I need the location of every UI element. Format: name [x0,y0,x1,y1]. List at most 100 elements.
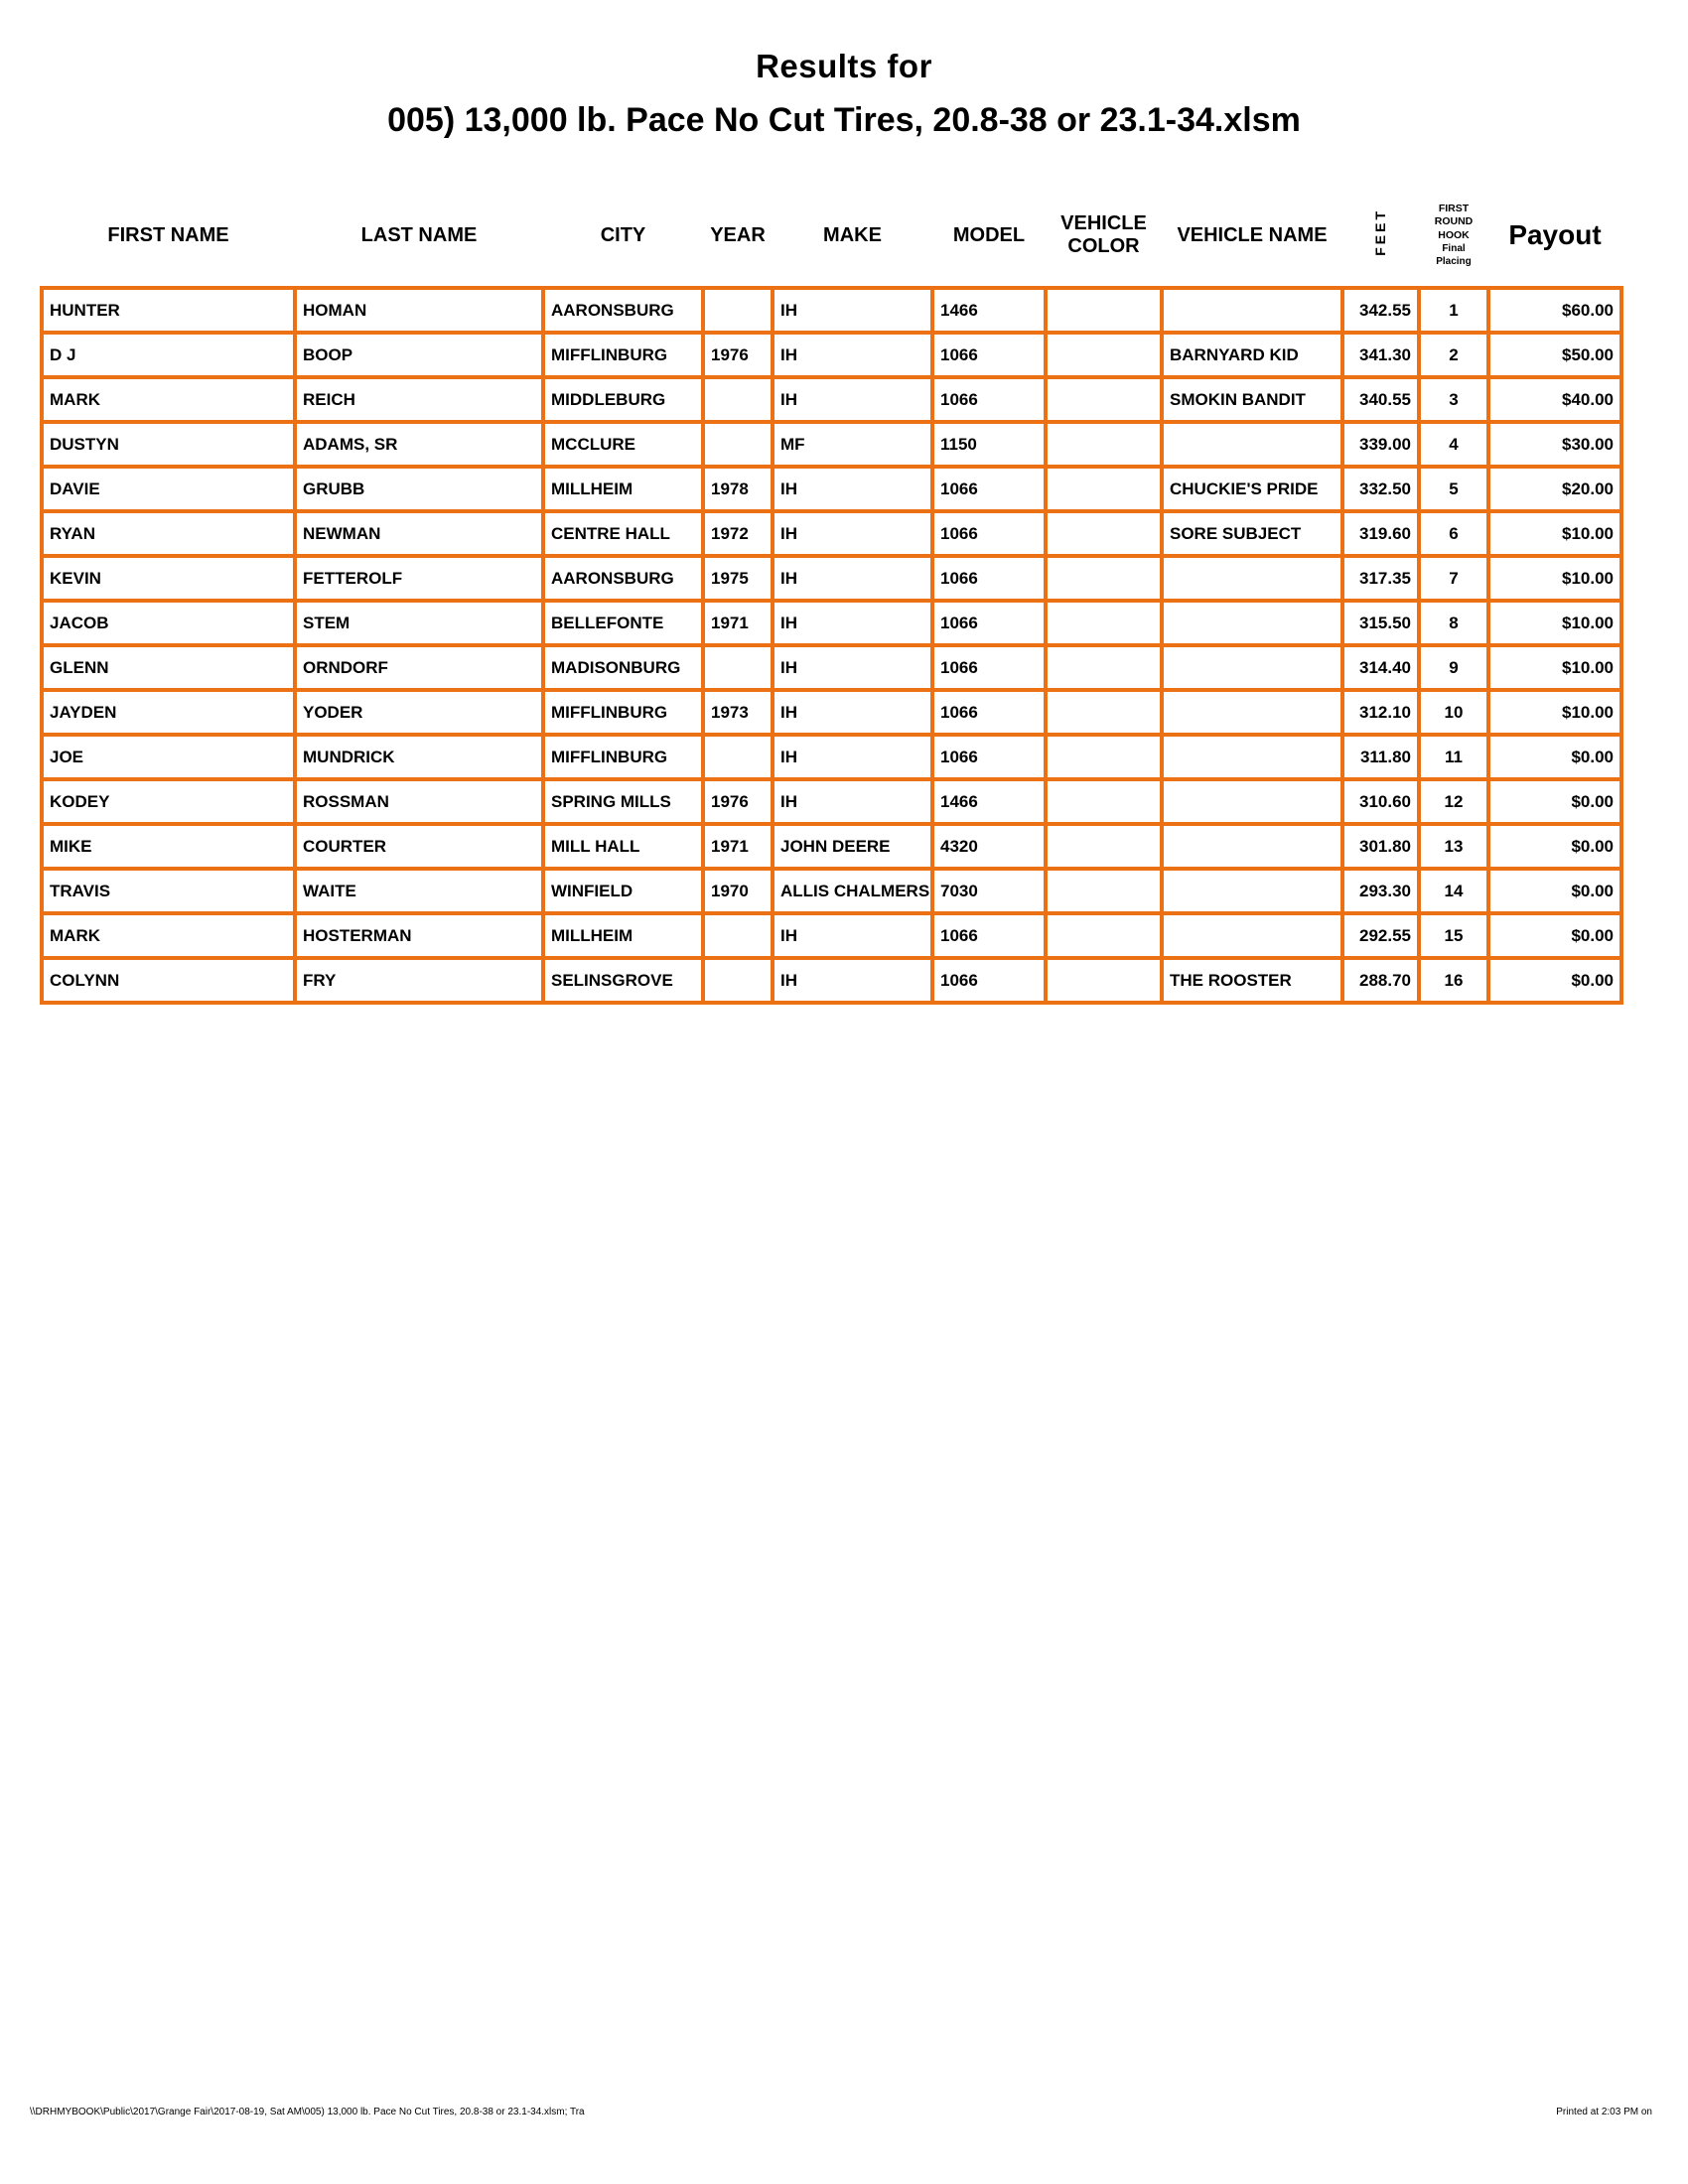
cell-vehicle-color [1044,331,1164,379]
table-row: DAVIE GRUBB MILLHEIM 1978 IH 1066 CHUCKIE'S PR… [40,465,1623,513]
cell-payout: $30.00 [1486,420,1623,469]
cell-feet: 319.60 [1340,509,1421,558]
cell-vehicle-color [1044,554,1164,603]
cell-first-name: MIKE [40,822,297,871]
cell-city: MIFFLINBURG [541,331,705,379]
cell-vehicle-color [1044,420,1164,469]
cell-make: IH [771,733,934,781]
cell-year [701,643,774,692]
cell-payout: $10.00 [1486,599,1623,647]
cell-payout: $10.00 [1486,643,1623,692]
cell-last-name: YODER [293,688,545,737]
cell-first-name: D J [40,331,297,379]
col-header-first-round-hook-placing: FIRST ROUND HOOK Final Placing [1419,189,1488,288]
cell-first-name: KEVIN [40,554,297,603]
cell-last-name: COURTER [293,822,545,871]
cell-last-name: STEM [293,599,545,647]
cell-make: IH [771,911,934,960]
cell-year: 1978 [701,465,774,513]
cell-payout: $50.00 [1486,331,1623,379]
page-subtitle-filename: 005) 13,000 lb. Pace No Cut Tires, 20.8-… [387,101,1301,139]
cell-make: IH [771,777,934,826]
cell-first-name: DUSTYN [40,420,297,469]
cell-vehicle-name: SORE SUBJECT [1160,509,1344,558]
cell-last-name: MUNDRICK [293,733,545,781]
col-header-vehicle-color: VEHICLE COLOR [1046,189,1162,288]
vehicle-color-line-2: COLOR [1067,235,1140,257]
cell-payout: $10.00 [1486,688,1623,737]
table-row: JOE MUNDRICK MIFFLINBURG IH 1066 311.80 11 $0.0… [40,733,1623,781]
cell-last-name: NEWMAN [293,509,545,558]
cell-last-name: GRUBB [293,465,545,513]
cell-payout: $0.00 [1486,733,1623,781]
cell-first-name: MARK [40,375,297,424]
hook-header-line-3: HOOK [1438,228,1470,241]
cell-vehicle-name [1160,733,1344,781]
cell-city: MADISONBURG [541,643,705,692]
cell-year: 1971 [701,822,774,871]
footer-file-path: \\DRHMYBOOK\Public\2017\Grange Fair\2017… [30,2107,585,2117]
cell-last-name: REICH [293,375,545,424]
cell-city: MILLHEIM [541,911,705,960]
table-row: D J BOOP MIFFLINBURG 1976 IH 1066 BARNYARD KID… [40,331,1623,379]
cell-feet: 312.10 [1340,688,1421,737]
col-header-year: YEAR [710,223,766,246]
cell-first-name: MARK [40,911,297,960]
cell-make: IH [771,956,934,1005]
cell-feet: 341.30 [1340,331,1421,379]
footer-printed-timestamp: Printed at 2:03 PM on [1556,2107,1652,2117]
cell-year [701,286,774,335]
cell-last-name: FRY [293,956,545,1005]
cell-vehicle-color [1044,599,1164,647]
cell-vehicle-color [1044,465,1164,513]
cell-vehicle-color [1044,509,1164,558]
cell-make: ALLIS CHALMERS [771,867,934,915]
cell-last-name: BOOP [293,331,545,379]
cell-placing: 6 [1417,509,1490,558]
cell-model: 1066 [930,643,1048,692]
cell-first-name: JACOB [40,599,297,647]
cell-last-name: ADAMS, SR [293,420,545,469]
table-row: DUSTYN ADAMS, SR MCCLURE MF 1150 339.00 4 $30.0… [40,420,1623,469]
hook-header-line-5: Placing [1436,256,1472,268]
cell-placing: 14 [1417,867,1490,915]
cell-make: IH [771,375,934,424]
cell-placing: 4 [1417,420,1490,469]
cell-first-name: RYAN [40,509,297,558]
cell-feet: 301.80 [1340,822,1421,871]
cell-vehicle-color [1044,777,1164,826]
cell-model: 1466 [930,777,1048,826]
cell-feet: 315.50 [1340,599,1421,647]
table-row: TRAVIS WAITE WINFIELD 1970 ALLIS CHALMERS 703… [40,867,1623,915]
cell-year [701,733,774,781]
cell-make: IH [771,509,934,558]
cell-city: MILL HALL [541,822,705,871]
cell-model: 7030 [930,867,1048,915]
cell-city: WINFIELD [541,867,705,915]
cell-model: 1066 [930,956,1048,1005]
cell-make: JOHN DEERE [771,822,934,871]
cell-placing: 16 [1417,956,1490,1005]
cell-vehicle-name: THE ROOSTER [1160,956,1344,1005]
cell-payout: $0.00 [1486,822,1623,871]
cell-make: IH [771,688,934,737]
table-row: MARK HOSTERMAN MILLHEIM IH 1066 292.55 15 $0.00 [40,911,1623,960]
cell-last-name: HOMAN [293,286,545,335]
cell-model: 1066 [930,465,1048,513]
cell-vehicle-name [1160,867,1344,915]
cell-model: 1066 [930,911,1048,960]
cell-first-name: HUNTER [40,286,297,335]
cell-placing: 9 [1417,643,1490,692]
cell-feet: 310.60 [1340,777,1421,826]
table-row: MIKE COURTER MILL HALL 1971 JOHN DEERE 4320 30… [40,822,1623,871]
cell-vehicle-name [1160,643,1344,692]
cell-feet: 311.80 [1340,733,1421,781]
cell-feet: 339.00 [1340,420,1421,469]
col-header-model: MODEL [952,223,1026,246]
cell-year [701,956,774,1005]
table-row: JACOB STEM BELLEFONTE 1971 IH 1066 315.50 8 $10.… [40,599,1623,647]
cell-feet: 340.55 [1340,375,1421,424]
cell-city: CENTRE HALL [541,509,705,558]
vehicle-color-line-1: VEHICLE [1060,212,1147,234]
results-table-body: HUNTER HOMAN AARONSBURG IH 1466 342.55 1 $60.00… [40,286,1623,1005]
